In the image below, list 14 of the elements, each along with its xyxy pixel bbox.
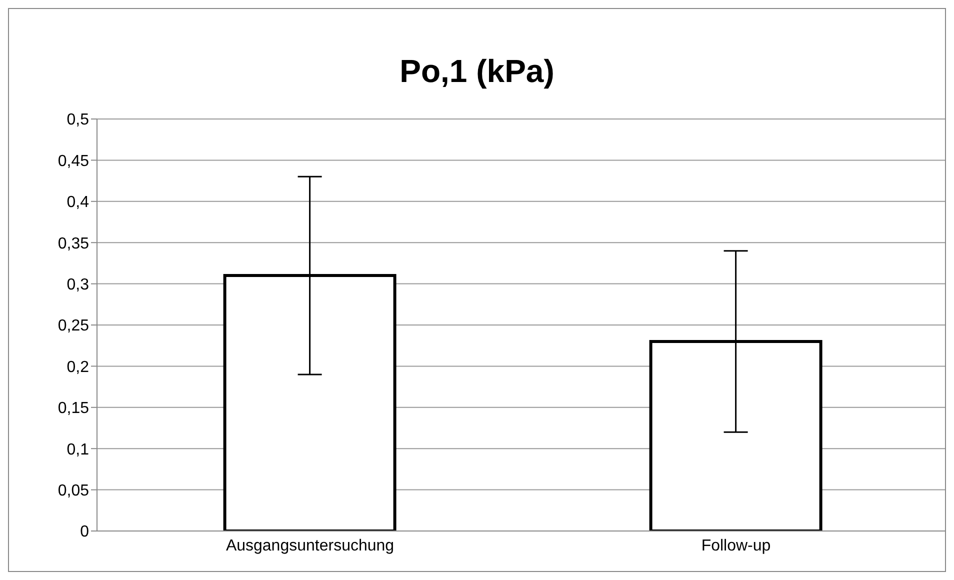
y-tick-label: 0,15	[58, 400, 90, 418]
y-tick-label: 0,3	[66, 276, 90, 294]
x-tick-label: Follow-up	[701, 537, 771, 554]
y-tick-label: 0,1	[66, 441, 90, 458]
y-tick-label: 0,5	[66, 112, 90, 129]
y-tick-label: 0	[80, 524, 90, 541]
chart-title: Po,1 (kPa)	[398, 52, 556, 91]
y-tick-label: 0,2	[66, 358, 90, 376]
y-tick-label: 0,05	[58, 482, 90, 500]
x-tick-label: Ausgangsuntersuchung	[226, 537, 394, 554]
y-tick-label: 0,45	[58, 152, 90, 170]
y-tick-label: 0,4	[66, 194, 90, 212]
y-tick-label: 0,35	[58, 235, 90, 252]
y-tick-label: 0,25	[58, 318, 90, 335]
